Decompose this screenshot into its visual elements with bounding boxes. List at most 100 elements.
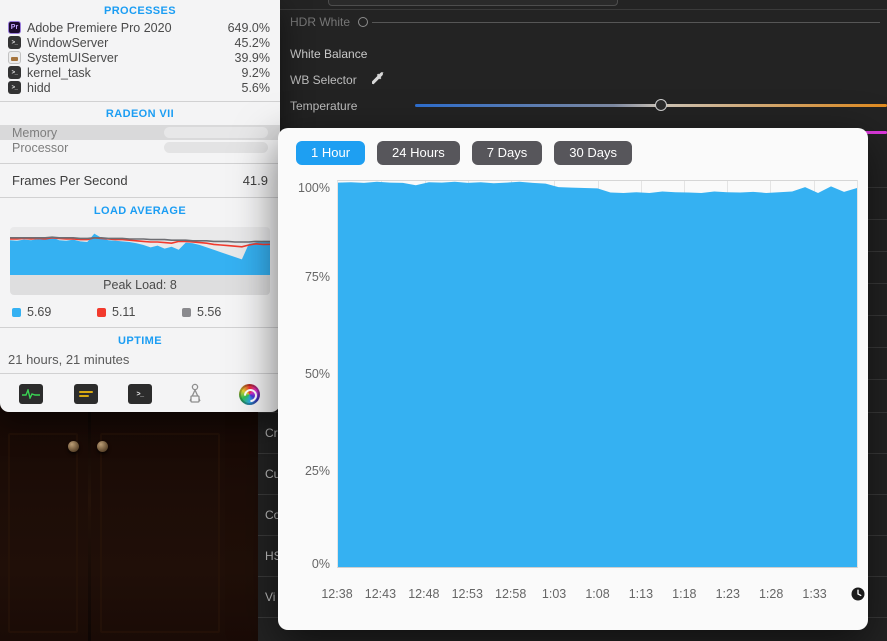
divider	[0, 197, 280, 198]
gpu-section-title: RADEON VII	[105, 108, 175, 120]
process-row[interactable]: >_ kernel_task 9.2%	[0, 65, 280, 80]
process-cpu-value: 45.2%	[234, 35, 270, 50]
activity-icon[interactable]	[16, 382, 46, 406]
range-button-30-days[interactable]: 30 Days	[554, 141, 632, 165]
uptime-value: 21 hours, 21 minutes	[8, 352, 130, 367]
fps-row: Frames Per Second 41.9	[0, 164, 280, 197]
x-tick: 12:58	[495, 587, 527, 601]
process-row[interactable]: SystemUIServer 39.9%	[0, 50, 280, 65]
terminal-icon: >_	[8, 36, 21, 49]
section-creative-label[interactable]: Cr	[265, 426, 278, 440]
clock-icon[interactable]	[851, 587, 865, 601]
history-chart-popup: 1 Hour 24 Hours 7 Days 30 Days 100% 75% …	[278, 128, 868, 630]
process-row[interactable]: >_ WindowServer 45.2%	[0, 35, 280, 50]
y-axis: 100% 75% 50% 25% 0%	[278, 180, 330, 572]
gpu-memory-row[interactable]: Memory	[0, 125, 280, 140]
cabinet-seam	[88, 405, 91, 641]
process-name: WindowServer	[27, 35, 109, 50]
temperature-slider-handle[interactable]	[655, 99, 667, 111]
range-button-1-hour[interactable]: 1 Hour	[296, 141, 366, 165]
sensors-icon[interactable]	[71, 382, 101, 406]
section-curves-label[interactable]: Cu	[265, 467, 281, 481]
process-row[interactable]: >_ hidd 5.6%	[0, 80, 280, 95]
legend-swatch-gray	[182, 307, 191, 317]
process-name: SystemUIServer	[27, 50, 118, 65]
usage-chart-plot	[337, 180, 858, 568]
cabinet-door-right	[100, 433, 220, 633]
load-legend: 5.69 5.11 5.56	[12, 305, 268, 319]
cabinet-knob	[97, 441, 108, 452]
section-colorwheels-label[interactable]: Co	[265, 508, 281, 522]
y-tick: 50%	[304, 367, 330, 381]
gpu-processor-row[interactable]: Processor	[0, 140, 280, 155]
legend-swatch-red	[97, 307, 106, 317]
gpu-processor-bar	[164, 142, 268, 153]
hdr-white-slider-track[interactable]	[372, 22, 880, 23]
terminal-icon[interactable]: >_	[125, 382, 155, 406]
y-tick: 100%	[298, 180, 330, 195]
desktop-wallpaper	[0, 405, 258, 641]
temperature-label: Temperature	[290, 99, 358, 113]
divider	[0, 101, 280, 102]
x-tick: 1:33	[802, 587, 827, 601]
usage-area-series	[338, 181, 857, 567]
hdr-white-slider-handle[interactable]	[358, 17, 368, 27]
section-hsl-label[interactable]: HS	[265, 549, 282, 563]
x-tick: 1:08	[585, 587, 610, 601]
legend-item-5min: 5.11	[97, 305, 182, 319]
x-tick: 1:28	[758, 587, 784, 601]
hdr-white-label: HDR White	[290, 15, 351, 29]
process-name: kernel_task	[27, 65, 91, 80]
divider	[0, 327, 280, 328]
load-average-chart	[10, 227, 270, 275]
legend-value: 5.56	[197, 305, 222, 319]
gpu-processor-label: Processor	[12, 140, 69, 155]
input-lut-dropdown-fragment[interactable]	[328, 0, 618, 6]
y-tick: 25%	[304, 464, 330, 478]
legend-value: 5.69	[27, 305, 52, 319]
section-vignette-label[interactable]: Vi	[265, 590, 276, 604]
time-range-buttons: 1 Hour 24 Hours 7 Days 30 Days	[278, 128, 868, 165]
x-axis: 12:38 12:43 12:48 12:53 12:58 1:03 1:08 …	[321, 587, 858, 605]
legend-item-1min: 5.69	[12, 305, 97, 319]
x-tick: 1:03	[541, 587, 567, 601]
monitor-toolbar: >_	[0, 374, 280, 406]
process-row[interactable]: Pr Adobe Premiere Pro 2020 649.0%	[0, 20, 280, 35]
gpu-memory-bar	[164, 127, 268, 138]
terminal-icon: >_	[8, 66, 21, 79]
uptime-section-title: UPTIME	[118, 335, 162, 347]
legend-value: 5.11	[112, 305, 136, 319]
range-button-24-hours[interactable]: 24 Hours	[377, 141, 460, 165]
colorwheel-icon[interactable]	[234, 382, 264, 406]
cabinet-knob	[68, 441, 79, 452]
x-tick: 12:43	[364, 587, 397, 601]
system-monitor-popover: PROCESSES Pr Adobe Premiere Pro 2020 649…	[0, 0, 280, 412]
process-name: hidd	[27, 80, 51, 95]
exec-icon	[8, 51, 21, 64]
movers-icon[interactable]	[180, 382, 210, 406]
y-tick: 75%	[304, 270, 330, 284]
process-name: Adobe Premiere Pro 2020	[27, 20, 172, 35]
processes-section-title: PROCESSES	[103, 5, 177, 17]
eyedropper-icon[interactable]	[370, 71, 386, 87]
fps-label: Frames Per Second	[12, 173, 128, 188]
cabinet-door-left	[8, 433, 78, 633]
range-button-7-days[interactable]: 7 Days	[471, 141, 543, 165]
process-cpu-value: 649.0%	[227, 20, 270, 35]
divider	[0, 373, 280, 374]
x-tick: 12:38	[321, 587, 353, 601]
x-tick: 12:48	[408, 587, 440, 601]
process-cpu-value: 9.2%	[241, 65, 271, 80]
y-tick: 0%	[311, 557, 330, 572]
divider	[0, 163, 280, 164]
premiere-icon: Pr	[8, 21, 21, 34]
legend-swatch-blue	[12, 307, 21, 317]
gpu-memory-label: Memory	[12, 125, 58, 140]
x-tick: 1:13	[628, 587, 654, 601]
fps-value: 41.9	[242, 173, 268, 188]
load-section-title: LOAD AVERAGE	[93, 205, 187, 217]
temperature-slider-track[interactable]	[415, 104, 887, 107]
wb-selector-label: WB Selector	[290, 73, 357, 87]
x-tick: 1:23	[715, 587, 740, 601]
